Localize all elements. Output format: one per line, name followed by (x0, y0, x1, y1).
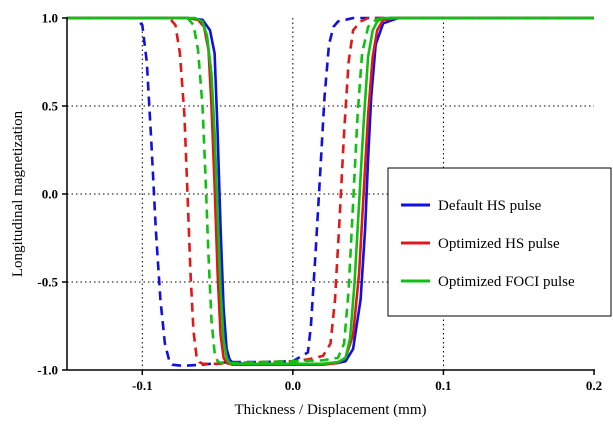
x-tick-label: 0.2 (586, 378, 602, 393)
series-lines (67, 16, 594, 367)
tick-labels: -1.0 -0.5 0.0 0.5 1.0 -0.1 0.0 0.1 0.2 (37, 11, 602, 394)
x-tick-label: 0.0 (285, 378, 301, 393)
axes (62, 17, 595, 375)
x-axis-title: Thickness / Displacement (mm) (234, 402, 426, 418)
x-tick-label: -0.1 (132, 378, 153, 393)
legend-label-1: Optimized HS pulse (438, 236, 560, 252)
y-tick-label: -1.0 (37, 363, 58, 378)
legend-label-0: Default HS pulse (438, 198, 542, 214)
y-axis-title: Longitudinal magnetization (10, 110, 26, 277)
y-tick-label: 1.0 (42, 11, 58, 26)
y-tick-label: 0.0 (42, 187, 58, 202)
x-tick-label: 0.1 (435, 378, 451, 393)
legend: Default HS pulse Optimized HS pulse Optimi… (387, 167, 612, 317)
series-line-4 (67, 16, 594, 366)
legend-label-2: Optimized FOCI pulse (438, 274, 575, 290)
y-tick-label: -0.5 (37, 275, 58, 290)
y-tick-label: 0.5 (42, 99, 59, 114)
series-line-5 (67, 16, 594, 365)
